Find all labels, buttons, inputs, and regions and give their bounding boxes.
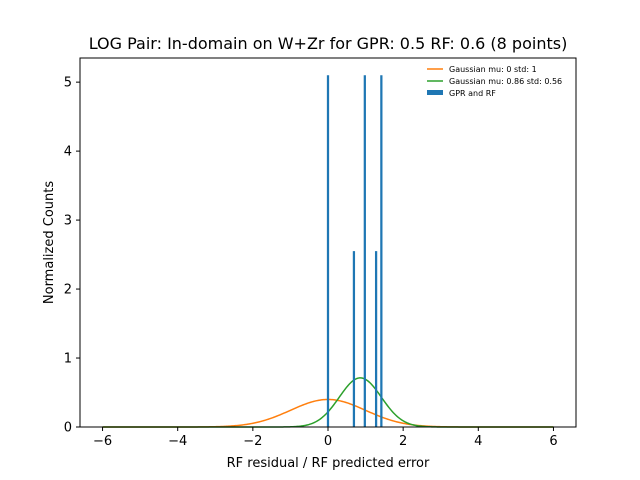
legend-label: Gaussian mu: 0.86 std: 0.56 <box>449 77 562 86</box>
x-tick-label: −6 <box>93 434 112 449</box>
x-tick-label: 2 <box>399 434 407 449</box>
y-tick-label: 0 <box>64 421 72 436</box>
legend-swatch <box>427 90 443 95</box>
y-tick-label: 3 <box>64 214 72 229</box>
bar <box>352 251 356 427</box>
y-tick-label: 1 <box>64 352 72 367</box>
legend-label: Gaussian mu: 0 std: 1 <box>449 65 537 74</box>
x-tick-label: 4 <box>474 434 482 449</box>
bar <box>363 75 366 428</box>
x-tick-label: 0 <box>324 434 332 449</box>
x-axis: −6 −4 −2 0 2 4 6 <box>93 427 558 449</box>
y-tick-label: 4 <box>64 145 72 160</box>
x-tick-label: −4 <box>168 434 187 449</box>
x-axis-label: RF residual / RF predicted error <box>227 456 430 471</box>
y-tick-label: 5 <box>64 76 72 91</box>
bar <box>374 251 378 427</box>
bar <box>326 75 330 428</box>
x-tick-label: −2 <box>243 434 262 449</box>
plot-area <box>102 75 554 428</box>
y-axis: 0 1 2 3 4 5 <box>64 76 80 436</box>
chart-title: LOG Pair: In-domain on W+Zr for GPR: 0.5… <box>89 34 568 53</box>
legend: Gaussian mu: 0 std: 1 Gaussian mu: 0.86 s… <box>427 65 562 98</box>
x-tick-label: 6 <box>549 434 557 449</box>
y-tick-label: 2 <box>64 283 72 298</box>
legend-label: GPR and RF <box>449 89 496 98</box>
y-axis-label: Normalized Counts <box>42 181 57 304</box>
bar <box>380 75 383 428</box>
